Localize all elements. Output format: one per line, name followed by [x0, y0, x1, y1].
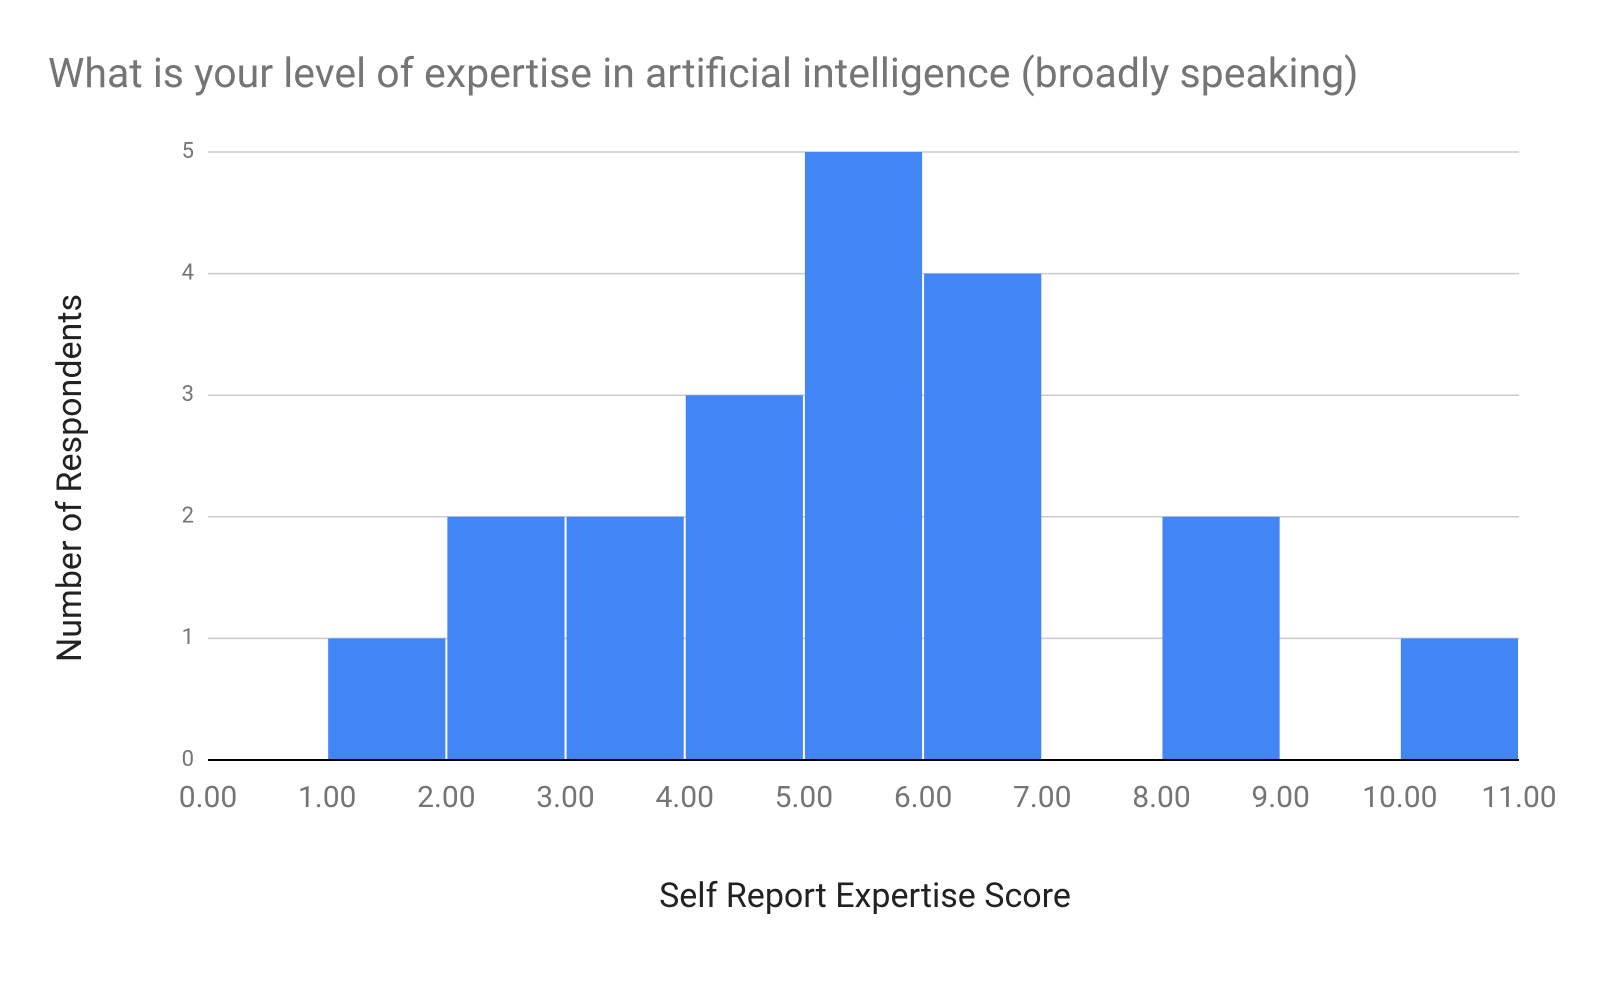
y-tick-label: 5 [182, 139, 194, 164]
x-axis-label: Self Report Expertise Score [659, 876, 1071, 916]
x-tick-label: 2.00 [417, 780, 476, 815]
y-tick-label: 2 [182, 504, 194, 529]
x-tick-label: 5.00 [775, 780, 834, 815]
y-axis-label: Number of Respondents [50, 294, 90, 662]
y-tick-label: 0 [182, 747, 194, 772]
bar [924, 273, 1042, 760]
x-tick-label: 0.00 [179, 780, 238, 815]
chart-title: What is your level of expertise in artif… [48, 50, 1358, 98]
y-tick-label: 4 [182, 260, 194, 285]
bar [685, 395, 803, 760]
bar [804, 152, 923, 760]
bar [447, 516, 565, 760]
x-tick-label: 7.00 [1013, 780, 1072, 815]
y-tick-label: 3 [182, 382, 194, 407]
bar [328, 638, 446, 760]
x-tick-label: 9.00 [1251, 780, 1310, 815]
x-tick-label: 10.00 [1362, 780, 1437, 815]
x-tick-label: 6.00 [894, 780, 953, 815]
bar [566, 516, 684, 760]
x-tick-label: 8.00 [1132, 780, 1191, 815]
bar [1400, 638, 1518, 760]
x-tick-label: 4.00 [655, 780, 714, 815]
x-tick-label: 3.00 [536, 780, 595, 815]
x-tick-label: 11.00 [1481, 780, 1556, 815]
bar [1162, 516, 1280, 760]
y-tick-label: 1 [182, 625, 194, 650]
x-tick-label: 1.00 [298, 780, 357, 815]
